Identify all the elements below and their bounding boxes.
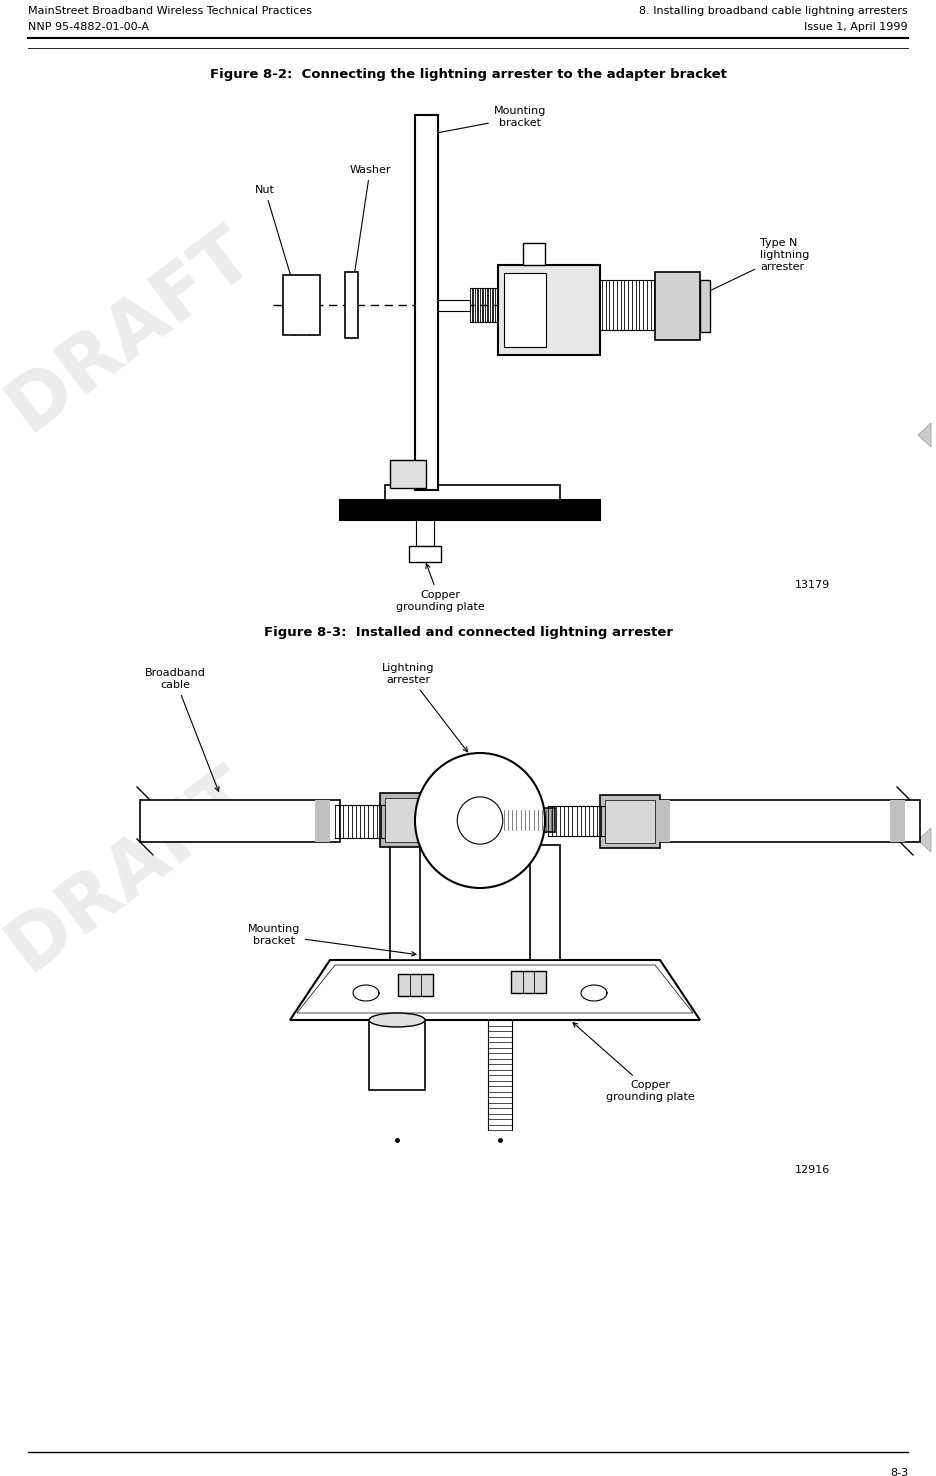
Bar (385, 486, 560, 500)
Text: Mounting
bracket: Mounting bracket (430, 106, 547, 136)
Text: Washer: Washer (349, 165, 390, 286)
Text: Copper
grounding plate: Copper grounding plate (573, 1023, 695, 1101)
Bar (504, 273, 546, 347)
Bar (369, 1020, 425, 1089)
Bar (315, 800, 330, 841)
Bar (398, 974, 433, 996)
Bar (655, 800, 670, 841)
Bar (511, 971, 546, 993)
Bar (416, 520, 434, 546)
Ellipse shape (458, 797, 503, 844)
Polygon shape (290, 959, 700, 1020)
Bar (283, 275, 320, 335)
Text: 8. Installing broadband cable lightning arresters: 8. Installing broadband cable lightning … (639, 6, 908, 16)
Text: Lightning
arrester: Lightning arrester (382, 663, 468, 751)
Text: Nut: Nut (256, 184, 295, 286)
Text: 12916: 12916 (795, 1165, 830, 1175)
Text: DRAFT: DRAFT (0, 754, 267, 986)
Text: 13179: 13179 (795, 580, 830, 590)
Bar (600, 796, 660, 849)
Bar (385, 799, 425, 841)
Bar (438, 300, 470, 311)
Bar (340, 500, 600, 520)
Bar (655, 800, 920, 841)
Bar (530, 844, 560, 959)
Bar (498, 266, 600, 356)
Bar (390, 844, 420, 959)
Bar (140, 800, 340, 841)
Bar (605, 800, 655, 843)
Bar (390, 461, 426, 489)
Bar (523, 244, 545, 266)
Bar (345, 272, 358, 338)
Text: Type N
lightning
arrester: Type N lightning arrester (683, 239, 810, 304)
Text: Broadband
cable: Broadband cable (144, 669, 219, 791)
Ellipse shape (369, 1013, 425, 1027)
Text: Figure 8-2:  Connecting the lightning arrester to the adapter bracket: Figure 8-2: Connecting the lightning arr… (210, 68, 726, 81)
Bar (890, 800, 905, 841)
Bar (655, 272, 700, 339)
Text: Copper
grounding plate: Copper grounding plate (396, 564, 484, 611)
Polygon shape (918, 424, 931, 447)
Polygon shape (581, 984, 607, 1001)
Bar (430, 807, 555, 832)
Text: 8-3: 8-3 (890, 1469, 908, 1476)
Bar (700, 280, 710, 332)
Polygon shape (297, 965, 693, 1013)
Bar (380, 793, 430, 847)
Text: Figure 8-3:  Installed and connected lightning arrester: Figure 8-3: Installed and connected ligh… (264, 626, 672, 639)
Polygon shape (918, 828, 931, 852)
Polygon shape (353, 984, 379, 1001)
Text: MainStreet Broadband Wireless Technical Practices: MainStreet Broadband Wireless Technical … (28, 6, 312, 16)
Ellipse shape (415, 753, 545, 889)
Text: Mounting
bracket: Mounting bracket (248, 924, 416, 956)
Bar (415, 115, 438, 490)
Text: NNP 95-4882-01-00-A: NNP 95-4882-01-00-A (28, 22, 149, 32)
Text: DRAFT: DRAFT (0, 214, 267, 446)
Bar (409, 546, 441, 562)
Text: Issue 1, April 1999: Issue 1, April 1999 (804, 22, 908, 32)
